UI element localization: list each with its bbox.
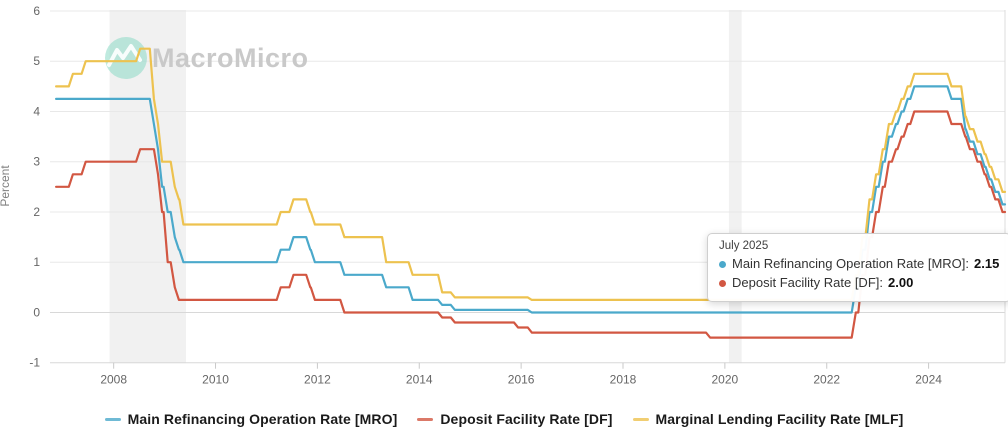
x-tick-label: 2016 (508, 373, 535, 387)
x-tick-label: 2020 (712, 373, 739, 387)
legend-label-mlf: Marginal Lending Facility Rate [MLF] (655, 411, 904, 427)
mlf-legend-dash-icon (632, 417, 649, 421)
tooltip-date: July 2025 (719, 240, 769, 252)
x-tick-label: 2018 (610, 373, 637, 387)
y-tick-label: -1 (29, 356, 40, 370)
series-line-df[interactable] (55, 110, 1007, 339)
legend-label-df: Deposit Facility Rate [DF] (440, 411, 613, 427)
y-tick-label: 2 (33, 205, 40, 219)
y-axis-title: Percent (0, 165, 12, 207)
tooltip-row-value: 2.00 (888, 274, 914, 290)
legend-item-mro[interactable]: Main Refinancing Operation Rate [MRO] (104, 411, 398, 427)
tooltip-row-label: Deposit Facility Rate [DF]: (732, 274, 883, 290)
df-legend-dash-icon (417, 417, 434, 421)
x-tick-label: 2014 (406, 373, 433, 387)
macromicro-logo-zigzag-icon (107, 44, 142, 67)
legend-label-mro: Main Refinancing Operation Rate [MRO] (127, 411, 398, 427)
legend-item-df[interactable]: Deposit Facility Rate [DF] (417, 411, 612, 427)
legend-item-mlf[interactable]: Marginal Lending Facility Rate [MLF] (632, 411, 904, 427)
df-series-dot-icon (719, 279, 726, 287)
tooltip-row-value: 2.15 (974, 256, 1000, 271)
y-tick-label: 3 (33, 155, 40, 169)
x-tick-label: 2012 (304, 373, 331, 387)
macromicro-logo-icon (105, 37, 147, 79)
watermark-text: MacroMicro (152, 43, 309, 73)
tooltip-row-label: Main Refinancing Operation Rate [MRO]: (732, 256, 969, 271)
chart-legend: Main Refinancing Operation Rate [MRO] De… (0, 405, 1008, 433)
tooltip-row-df: Deposit Facility Rate [DF]: 2.00 (719, 274, 999, 293)
chart-canvas[interactable]: 6 5 4 3 2 1 0 -1 2008 2010 2012 2014 2016 2018 2020 202… (0, 0, 1008, 400)
x-tick-label: 2024 (915, 373, 942, 387)
mro-legend-dash-icon (104, 417, 121, 421)
mro-series-dot-icon (719, 260, 726, 268)
y-tick-label: 0 (33, 305, 40, 319)
chart-tooltip: July 2025 Main Refinancing Operation Rat… (707, 233, 1008, 302)
x-tick-label: 2010 (202, 373, 229, 387)
y-tick-label: 1 (33, 255, 40, 269)
tooltip-row-mro: Main Refinancing Operation Rate [MRO]: 2… (719, 255, 999, 274)
y-tick-label: 5 (33, 54, 40, 68)
recession-band (728, 10, 742, 364)
macromicro-watermark: MacroMicro (105, 37, 309, 79)
x-tick-label: 2022 (813, 373, 840, 387)
x-tick-label: 2008 (100, 373, 127, 387)
y-tick-label: 4 (33, 104, 40, 118)
y-tick-label: 6 (33, 4, 40, 18)
